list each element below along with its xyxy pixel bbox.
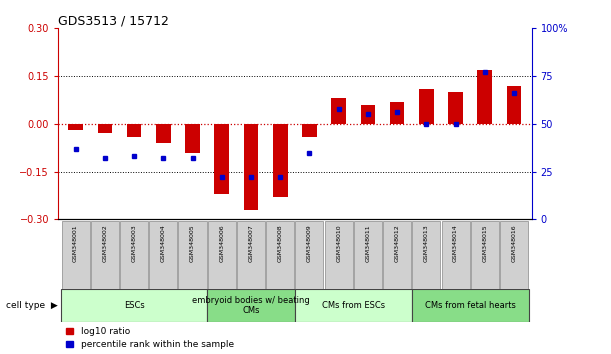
Text: GDS3513 / 15712: GDS3513 / 15712: [58, 14, 169, 27]
Text: GSM348011: GSM348011: [365, 225, 370, 262]
Text: GSM348010: GSM348010: [336, 225, 341, 262]
Bar: [91, 221, 119, 289]
Bar: [295, 221, 323, 289]
Bar: [383, 221, 411, 289]
Bar: [61, 289, 207, 322]
Bar: [442, 221, 470, 289]
Bar: [273, 124, 288, 197]
Bar: [244, 124, 258, 210]
Text: GSM348009: GSM348009: [307, 225, 312, 262]
Bar: [331, 98, 346, 124]
Bar: [360, 105, 375, 124]
Text: cell type  ▶: cell type ▶: [6, 301, 58, 310]
Bar: [412, 221, 441, 289]
Text: GSM348002: GSM348002: [102, 225, 108, 262]
Bar: [412, 289, 529, 322]
Bar: [295, 289, 412, 322]
Text: ESCs: ESCs: [123, 301, 144, 310]
Bar: [149, 221, 177, 289]
Bar: [208, 221, 236, 289]
Text: CMs from ESCs: CMs from ESCs: [322, 301, 385, 310]
Text: CMs from fetal hearts: CMs from fetal hearts: [425, 301, 516, 310]
Bar: [477, 70, 492, 124]
Text: GSM348008: GSM348008: [277, 225, 283, 262]
Bar: [302, 124, 316, 137]
Bar: [237, 221, 265, 289]
Text: GSM348005: GSM348005: [190, 225, 195, 262]
Text: GSM348007: GSM348007: [249, 225, 254, 262]
Text: GSM348016: GSM348016: [511, 225, 516, 262]
Bar: [448, 92, 463, 124]
Bar: [470, 221, 499, 289]
Bar: [324, 221, 353, 289]
Text: GSM348015: GSM348015: [482, 225, 488, 262]
Text: GSM348004: GSM348004: [161, 225, 166, 262]
Text: GSM348006: GSM348006: [219, 225, 224, 262]
Bar: [126, 124, 141, 137]
Text: GSM348001: GSM348001: [73, 225, 78, 262]
Bar: [68, 124, 83, 130]
Bar: [500, 221, 528, 289]
Bar: [354, 221, 382, 289]
Text: embryoid bodies w/ beating
CMs: embryoid bodies w/ beating CMs: [192, 296, 310, 315]
Bar: [156, 124, 170, 143]
Bar: [390, 102, 404, 124]
Bar: [266, 221, 295, 289]
Bar: [178, 221, 207, 289]
Bar: [62, 221, 90, 289]
Legend: log10 ratio, percentile rank within the sample: log10 ratio, percentile rank within the …: [62, 323, 237, 353]
Text: GSM348003: GSM348003: [131, 225, 136, 262]
Bar: [185, 124, 200, 153]
Text: GSM348013: GSM348013: [424, 225, 429, 262]
Bar: [214, 124, 229, 194]
Bar: [98, 124, 112, 133]
Text: GSM348014: GSM348014: [453, 225, 458, 262]
Bar: [120, 221, 148, 289]
Bar: [419, 89, 434, 124]
Bar: [207, 289, 295, 322]
Text: GSM348012: GSM348012: [395, 225, 400, 262]
Bar: [507, 86, 521, 124]
